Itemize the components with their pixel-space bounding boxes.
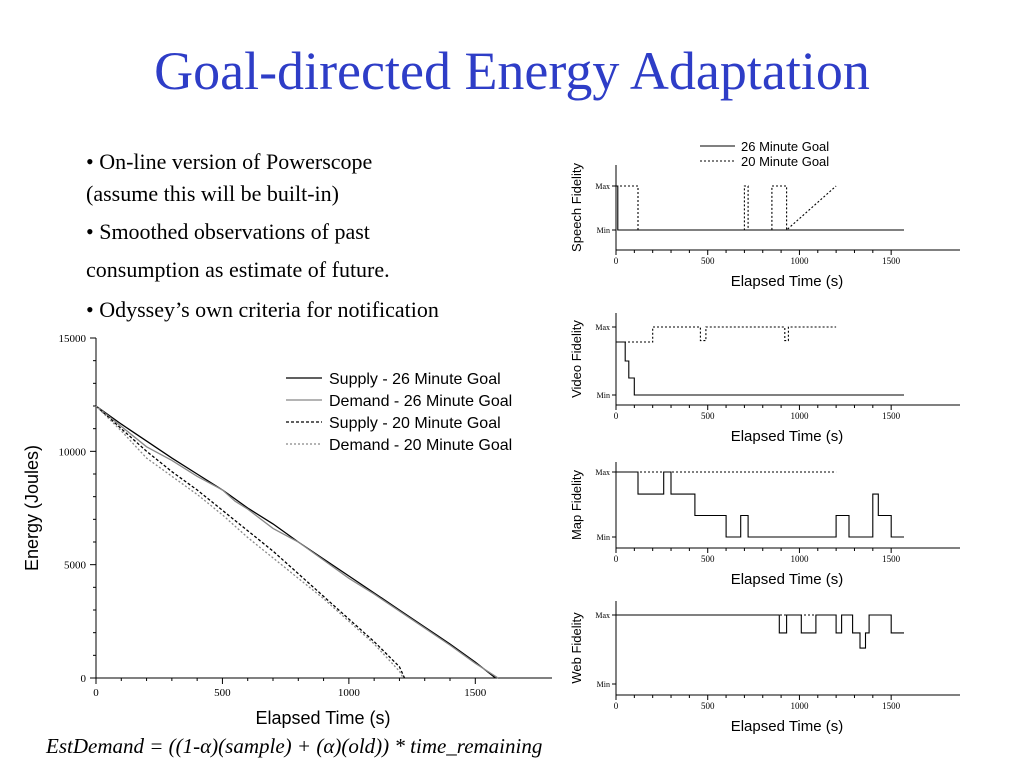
web-y-tick-label: Min	[597, 680, 610, 689]
speech-series-1	[616, 185, 904, 231]
map-x-tick-label: 1000	[790, 554, 809, 564]
energy-x-label: Elapsed Time (s)	[255, 708, 390, 728]
bullet-text: Smoothed observations of past	[99, 219, 370, 244]
speech-x-tick-label: 0	[614, 256, 619, 266]
video-x-tick-label: 1000	[790, 411, 809, 421]
map-x-label: Elapsed Time (s)	[731, 571, 844, 588]
energy-legend-label: Supply - 20 Minute Goal	[329, 415, 501, 432]
formula-part1: EstDemand = ((1-	[46, 734, 201, 758]
map-x-tick-label: 0	[614, 554, 619, 564]
bullet-marker: •	[86, 149, 94, 174]
video-x-tick-label: 1500	[882, 411, 901, 421]
bullet-text: (assume this will be built-in)	[86, 181, 339, 206]
bullet-marker: •	[86, 219, 94, 244]
web-series-1	[616, 614, 904, 649]
map-x-tick-label: 500	[701, 554, 715, 564]
energy-legend-label: Supply - 26 Minute Goal	[329, 371, 501, 388]
video-y-tick-label: Max	[595, 323, 610, 332]
web-x-tick-label: 1000	[790, 701, 809, 711]
energy-x-tick-label: 1000	[338, 687, 361, 699]
formula-part2: )(sample) + (	[211, 734, 324, 758]
energy-series-4	[95, 405, 404, 679]
bullet-text: consumption as estimate of future.	[86, 257, 390, 282]
energy-legend-label: Demand - 26 Minute Goal	[329, 393, 512, 410]
video-series-2	[616, 326, 837, 343]
video-x-tick-label: 500	[701, 411, 715, 421]
map-y-tick-label: Min	[597, 533, 610, 542]
bullet-item-1-cont: (assume this will be built-in)	[86, 180, 339, 208]
bullet-item-2: • Smoothed observations of past	[86, 218, 370, 246]
web-y-tick-label: Max	[595, 611, 610, 620]
speech-x-tick-label: 1500	[882, 256, 901, 266]
energy-y-tick-label: 0	[81, 673, 87, 685]
speech-y-tick-label: Min	[597, 226, 610, 235]
energy-x-tick-label: 0	[93, 687, 99, 699]
bullet-text: Odyssey’s own criteria for notification	[99, 297, 439, 322]
video-series-1	[616, 341, 904, 396]
web-x-tick-label: 0	[614, 701, 619, 711]
energy-y-tick-label: 5000	[64, 560, 87, 572]
map-series-1	[616, 471, 904, 538]
speech-x-tick-label: 500	[701, 256, 715, 266]
video-y-tick-label: Min	[597, 391, 610, 400]
speech-series-2	[616, 185, 837, 232]
energy-legend-label: Demand - 20 Minute Goal	[329, 437, 512, 454]
energy-series-3	[95, 405, 406, 679]
speech-x-tick-label: 1000	[790, 256, 809, 266]
slide-title: Goal-directed Energy Adaptation	[154, 41, 870, 101]
speech-legend-label: 26 Minute Goal	[741, 139, 829, 154]
formula: EstDemand = ((1-α)(sample) + (α)(old)) *…	[46, 734, 542, 759]
bullet-marker: •	[86, 297, 94, 322]
map-x-tick-label: 1500	[882, 554, 901, 564]
video-x-label: Elapsed Time (s)	[731, 428, 844, 445]
web-x-tick-label: 500	[701, 701, 715, 711]
speech-y-tick-label: Max	[595, 182, 610, 191]
web-y-label: Web Fidelity	[569, 612, 584, 684]
web-x-label: Elapsed Time (s)	[731, 718, 844, 735]
energy-y-label: Energy (Joules)	[22, 445, 42, 571]
alpha-symbol: α	[323, 734, 335, 758]
bullet-item-3: • Odyssey’s own criteria for notificatio…	[86, 296, 439, 324]
speech-legend-label: 20 Minute Goal	[741, 154, 829, 169]
speech-y-label: Speech Fidelity	[569, 163, 584, 252]
bullet-text: On-line version of Powerscope	[99, 149, 373, 174]
video-x-tick-label: 0	[614, 411, 619, 421]
bullet-item-2-cont: consumption as estimate of future.	[86, 256, 390, 284]
formula-part3: )(old)) * time_remaining	[334, 734, 543, 758]
energy-x-tick-label: 500	[214, 687, 231, 699]
map-y-label: Map Fidelity	[569, 469, 584, 540]
speech-x-label: Elapsed Time (s)	[731, 273, 844, 290]
energy-series-2	[95, 405, 499, 679]
map-y-tick-label: Max	[595, 468, 610, 477]
video-y-label: Video Fidelity	[569, 320, 584, 398]
energy-x-tick-label: 1500	[464, 687, 487, 699]
alpha-symbol: α	[200, 734, 212, 758]
energy-y-tick-label: 10000	[59, 446, 87, 458]
bullet-item-1: • On-line version of Powerscope	[86, 148, 372, 176]
web-x-tick-label: 1500	[882, 701, 901, 711]
energy-y-tick-label: 15000	[59, 333, 87, 345]
